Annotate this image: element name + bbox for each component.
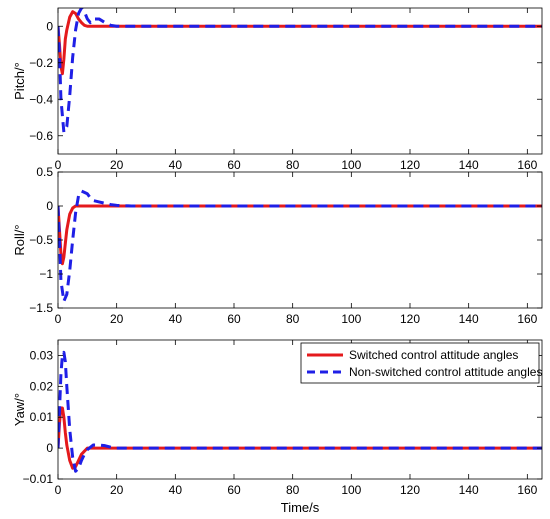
pitch-axes-frame: [57, 7, 543, 155]
legend-label-non-switched: Non-switched control attitude angles: [349, 365, 542, 379]
legend-label-switched: Switched control attitude angles: [349, 348, 518, 362]
yaw-xtick-label: 80: [286, 483, 300, 497]
roll-ytick-label: 0: [46, 199, 53, 213]
pitch-xtick-label: 40: [169, 158, 183, 172]
yaw-ytick-label: −0.01: [23, 472, 54, 486]
roll-ytick-label: −1.5: [29, 301, 53, 315]
roll-series-switched: [58, 204, 542, 266]
pitch-xtick-label: 160: [517, 158, 537, 172]
pitch-series-non-switched: [58, 8, 542, 134]
roll-xtick-label: 80: [286, 312, 300, 326]
pitch-xtick-label: 20: [110, 158, 124, 172]
roll-xtick-label: 60: [227, 312, 241, 326]
yaw-ytick-label: 0.02: [30, 379, 54, 393]
yaw-xtick-label: 0: [55, 483, 62, 497]
roll-xtick-label: 160: [517, 312, 537, 326]
yaw-panel: 0 20 40 60 80 100 120 140 160−0.0100.010.020.03Y…: [12, 339, 543, 515]
pitch-ytick-label: 0: [46, 19, 53, 33]
yaw-xtick-label: 40: [169, 483, 183, 497]
yaw-legend: Switched control attitude angles Non-swit…: [300, 342, 542, 384]
roll-ytick-label: 0.5: [36, 165, 53, 179]
yaw-ylabel: Yaw/°: [12, 393, 27, 426]
yaw-series-switched: [58, 406, 542, 470]
roll-xtick-label: 100: [341, 312, 361, 326]
yaw-xtick-label: 60: [227, 483, 241, 497]
yaw-ytick-label: 0.01: [30, 410, 54, 424]
yaw-xtick-label: 100: [341, 483, 361, 497]
pitch-xtick-label: 80: [286, 158, 300, 172]
yaw-ytick-label: 0: [46, 441, 53, 455]
roll-ytick-label: −0.5: [29, 233, 53, 247]
roll-xtick-label: 140: [459, 312, 479, 326]
pitch-xtick-label: 100: [341, 158, 361, 172]
yaw-xtick-label: 120: [400, 483, 420, 497]
yaw-ytick-label: 0.03: [30, 348, 54, 362]
pitch-xtick-label: 0: [55, 158, 62, 172]
pitch-series-switched: [58, 10, 542, 76]
yaw-xtick-label: 20: [110, 483, 124, 497]
yaw-xtick-label: 140: [459, 483, 479, 497]
roll-xtick-label: 40: [169, 312, 183, 326]
roll-axes-frame: [57, 171, 543, 309]
pitch-xtick-label: 60: [227, 158, 241, 172]
pitch-xtick-label: 140: [459, 158, 479, 172]
roll-xtick-label: 20: [110, 312, 124, 326]
yaw-series-non-switched: [58, 350, 542, 473]
pitch-xtick-label: 120: [400, 158, 420, 172]
yaw-axes-frame: [57, 339, 543, 480]
roll-xtick-label: 0: [55, 312, 62, 326]
roll-ytick-label: −1: [39, 267, 53, 281]
pitch-ytick-label: −0.6: [29, 129, 53, 143]
yaw-xtick-label: 160: [517, 483, 537, 497]
yaw-xlabel: Time/s: [281, 500, 320, 515]
pitch-ytick-label: −0.2: [29, 56, 53, 70]
roll-ylabel: Roll/°: [12, 224, 27, 255]
pitch-ytick-label: −0.4: [29, 92, 53, 106]
roll-series-non-switched: [58, 189, 542, 303]
pitch-ylabel: Pitch/°: [12, 62, 27, 100]
pitch-panel: 0 20 40 60 80 100 120 140 160 −0.6 −0.4 −0.2 0 Pitch/…: [12, 7, 543, 172]
roll-xtick-label: 120: [400, 312, 420, 326]
legend-box: [300, 342, 540, 384]
roll-panel: 0 20 40 60 80 100 120 140 160 −1.5 −1 −0.5 0 0.5 Roll/…: [12, 165, 543, 326]
